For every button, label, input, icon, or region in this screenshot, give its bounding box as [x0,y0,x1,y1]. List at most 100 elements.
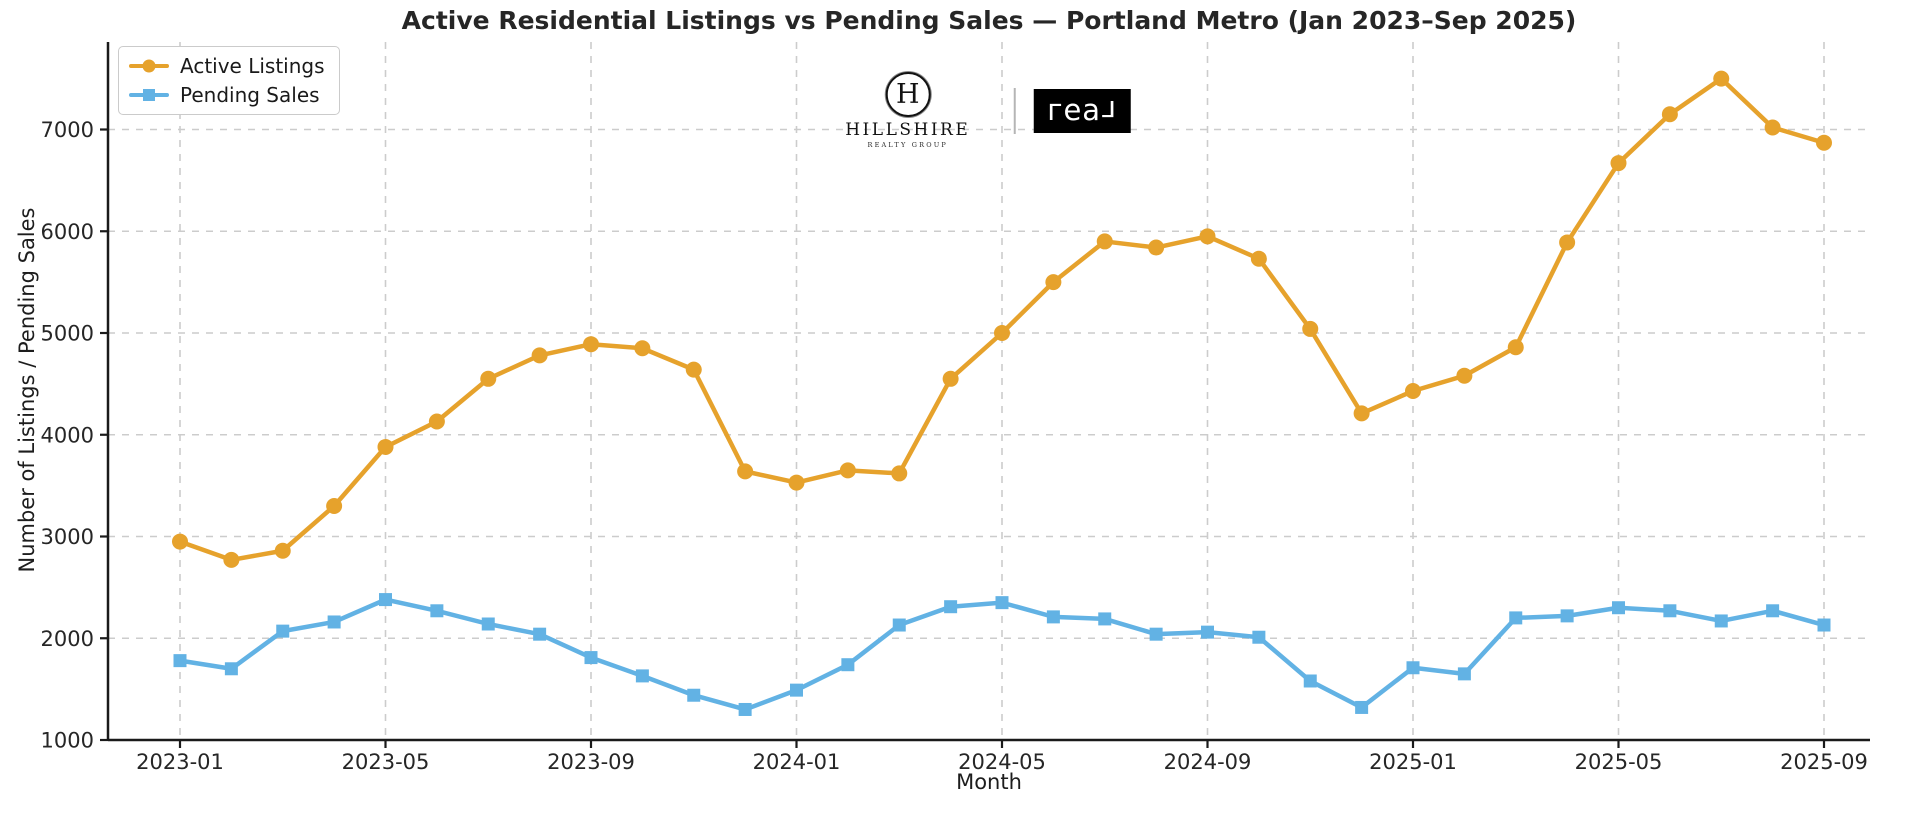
data-point-marker [1252,630,1266,644]
data-point-marker [1661,106,1678,123]
legend-item: Active Listings [129,54,325,78]
data-point-marker [839,462,856,479]
x-tick-label: 2023-05 [342,750,430,774]
data-point-marker [1764,119,1781,136]
data-point-marker [892,618,906,632]
data-point-marker [1713,70,1730,87]
x-tick-label: 2025-09 [1780,750,1868,774]
real-logo-glyph: г [1047,93,1063,127]
data-point-marker [1612,601,1625,615]
y-tick-label: 1000 [41,729,94,753]
data-point-marker [1560,609,1574,623]
data-point-marker [379,593,392,607]
data-point-marker [1046,610,1060,624]
data-point-marker [790,683,803,697]
data-point-marker [480,370,497,387]
data-point-marker [533,627,547,641]
data-point-marker [944,600,958,614]
data-point-marker [841,658,855,672]
data-point-marker [1250,250,1267,267]
real-logo-glyph: е [1063,93,1082,127]
data-point-marker [635,669,649,683]
x-tick-label: 2024-09 [1164,750,1252,774]
y-tick-label: 7000 [41,118,94,142]
data-point-marker [428,413,445,430]
y-tick-label: 6000 [41,220,94,244]
data-point-marker [1766,604,1780,618]
data-point-marker [276,624,290,638]
y-tick-label: 4000 [41,423,94,447]
legend-circle-marker-icon [142,59,156,73]
active-listings-series [172,70,1832,568]
data-point-marker [481,617,495,631]
legend-label: Active Listings [180,54,325,78]
real-logo-glyph: г [1101,94,1117,128]
data-point-marker [1405,383,1421,399]
y-tick-label: 5000 [41,322,94,346]
data-point-marker [1456,367,1473,384]
data-point-marker [1610,155,1627,172]
y-tick-label: 3000 [41,525,94,549]
legend-swatch-line [129,59,169,73]
legend-label: Pending Sales [180,83,320,107]
x-tick-label: 2025-05 [1575,750,1663,774]
data-point-marker [1199,228,1216,245]
data-point-marker [224,662,238,676]
x-tick-label: 2023-01 [136,750,224,774]
x-tick-label: 2024-05 [958,750,1046,774]
x-tick-label: 2024-01 [753,750,841,774]
data-point-marker [685,361,702,378]
data-point-marker [1714,614,1728,628]
data-point-marker [634,340,651,357]
data-point-marker [942,370,959,387]
hillshire-monogram-icon: H [885,72,931,117]
data-point-marker [274,542,291,559]
legend-item: Pending Sales [129,83,325,107]
data-point-marker [687,688,701,702]
data-point-marker [788,474,805,491]
data-point-marker [891,465,908,482]
data-point-marker [994,325,1010,342]
data-point-marker [327,615,341,629]
data-point-marker [1817,618,1831,632]
data-point-marker [1509,611,1523,625]
data-point-marker [1816,134,1832,151]
axes [106,42,1870,742]
data-point-marker [1355,700,1369,714]
data-point-marker [223,551,240,568]
data-point-marker [995,596,1009,610]
data-point-marker [738,702,752,716]
legend: Active Listings Pending Sales [118,46,340,115]
pending-sales-series [173,593,1831,716]
tick-marks [100,128,1826,748]
y-tick-label: 2000 [41,627,94,651]
chart-title: Active Residential Listings vs Pending S… [401,6,1577,35]
data-point-marker [584,651,598,665]
legend-swatch-line [129,89,169,101]
logo-divider-line [1013,87,1016,134]
data-point-marker [430,604,444,618]
data-point-marker [326,497,343,514]
real-logo-glyph: а [1082,93,1101,127]
data-point-marker [1406,661,1420,675]
x-tick-label: 2023-09 [547,750,635,774]
data-point-marker [531,347,548,364]
legend-square-marker-icon [143,89,155,101]
data-point-marker [1353,405,1370,422]
data-point-marker [1663,604,1677,618]
data-point-marker [172,533,188,550]
data-point-marker [1457,667,1471,681]
data-point-marker [173,654,187,668]
data-point-marker [1302,320,1319,337]
data-point-marker [1507,339,1524,356]
x-tick-label: 2025-01 [1369,750,1457,774]
data-point-marker [1045,274,1062,291]
data-point-marker [1149,627,1163,641]
hillshire-subtitle: REALTY GROUP [867,141,948,149]
tick-labels: 1000 2000 3000 4000 5000 6000 7000 2023-01 2023-… [41,118,1868,774]
data-point-marker [1098,612,1112,626]
